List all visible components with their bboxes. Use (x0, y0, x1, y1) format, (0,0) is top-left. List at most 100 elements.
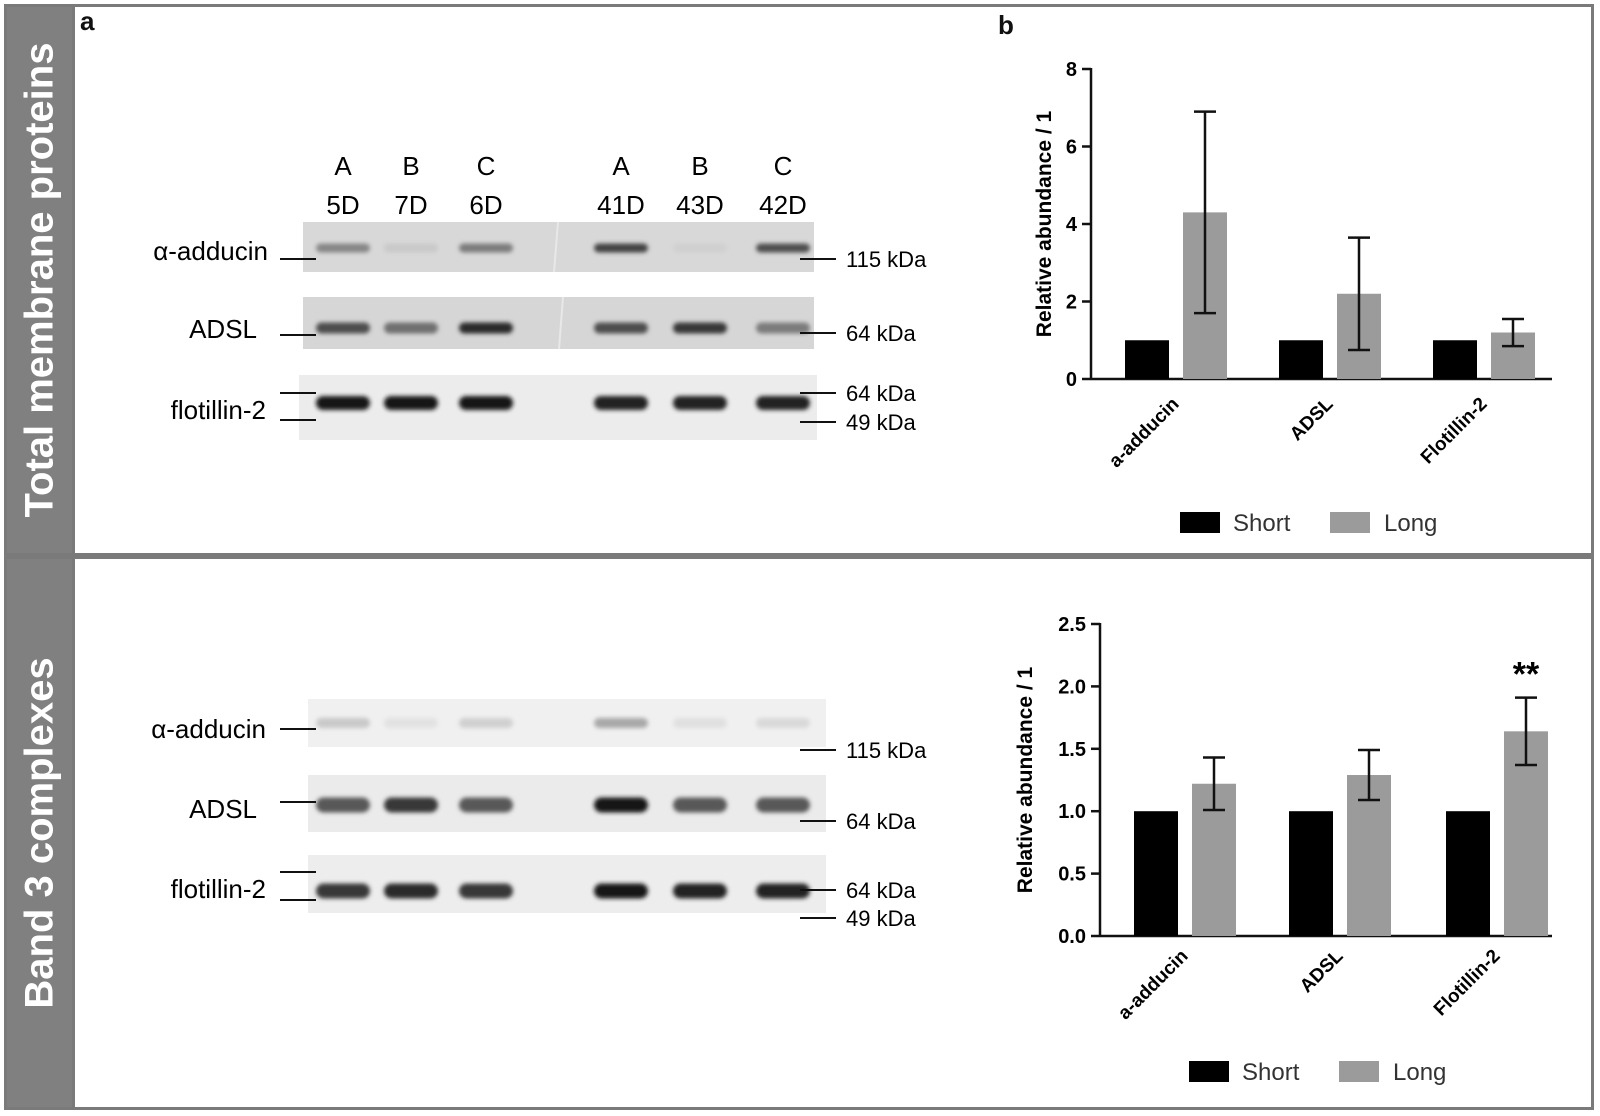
section-separator-top (72, 7, 75, 553)
lane-sample: 42D (759, 190, 807, 220)
protein-band (316, 396, 370, 410)
category-label: Flotillin-2 (1417, 394, 1492, 469)
category-label: a-adducin (1105, 394, 1183, 472)
section-separator-bottom (72, 559, 75, 1107)
lane-sample: 6D (469, 190, 502, 220)
protein-band (756, 883, 810, 899)
protein-label: ADSL (189, 794, 257, 824)
western-blots: A 5D B 7D C 6D A 41D B 43D C 42D α-adducin 115 kDa ADS… (151, 151, 927, 931)
protein-label: flotillin-2 (171, 874, 266, 904)
figure-frame (4, 4, 1594, 1110)
y-tick-label: 0.5 (1058, 864, 1086, 886)
marker-label: 64 kDa (846, 321, 916, 346)
protein-band (459, 883, 513, 899)
y-tick-label: 8 (1066, 59, 1077, 81)
bar-short (1134, 811, 1178, 936)
protein-band (756, 718, 810, 728)
blot-strip (299, 375, 817, 440)
y-tick-label: 1.0 (1058, 801, 1086, 823)
lane-letter: C (477, 151, 496, 181)
protein-band (594, 883, 648, 899)
bar-short (1446, 811, 1490, 936)
protein-band (384, 718, 438, 728)
marker-label: 49 kDa (846, 410, 916, 435)
blot-seam (553, 221, 559, 273)
y-tick-label: 0.0 (1058, 926, 1086, 948)
protein-band (673, 883, 727, 899)
protein-band (594, 718, 648, 728)
protein-band (673, 718, 727, 728)
protein-band (384, 883, 438, 899)
protein-band (316, 322, 370, 334)
y-tick-label: 4 (1066, 214, 1078, 236)
lane-sample: 7D (394, 190, 427, 220)
bar-short (1279, 340, 1323, 379)
y-tick-label: 0 (1066, 369, 1077, 391)
lane-letter: C (774, 151, 793, 181)
section-divider (7, 553, 1591, 559)
marker-label: 64 kDa (846, 878, 916, 903)
bar-long (1347, 775, 1391, 936)
protein-band (316, 883, 370, 899)
y-tick-label: 2 (1066, 292, 1077, 314)
protein-band (316, 797, 370, 813)
protein-label: α-adducin (151, 714, 266, 744)
panel-label-b: b (998, 10, 1014, 40)
lane-letter: B (691, 151, 708, 181)
protein-band (673, 797, 727, 813)
legend-label-short: Short (1242, 1059, 1300, 1086)
legend-swatch-long (1339, 1061, 1379, 1082)
protein-band (756, 396, 810, 410)
blot-strip (303, 222, 814, 272)
bar-short (1289, 811, 1333, 936)
protein-band (756, 243, 810, 253)
lane-sample: 5D (326, 190, 359, 220)
y-tick-label: 1.5 (1058, 739, 1086, 761)
protein-band (459, 797, 513, 813)
legend-swatch-long (1330, 512, 1370, 533)
category-label: Flotillin-2 (1430, 946, 1505, 1021)
y-axis-label: Relative abundance / 1 (1014, 666, 1037, 893)
protein-band (459, 243, 513, 253)
bar-charts: 0 2 4 6 8 Relative abundance / 1 a-adducin ADSL… (1014, 59, 1552, 1086)
protein-label: flotillin-2 (171, 395, 266, 425)
bar-short (1433, 340, 1477, 379)
section-bar-top: Total membrane proteins (7, 7, 72, 553)
protein-label: ADSL (189, 314, 257, 344)
bar-chart-1: 0 2 4 6 8 Relative abundance / 1 a-adducin ADSL… (1033, 59, 1552, 537)
marker-label: 49 kDa (846, 906, 916, 931)
protein-band (673, 243, 727, 253)
protein-band (459, 396, 513, 410)
protein-band (384, 322, 438, 334)
marker-label: 115 kDa (846, 247, 927, 272)
protein-band (673, 396, 727, 410)
legend-swatch-short (1180, 512, 1220, 533)
panel-label-a: a (80, 6, 95, 36)
category-label: ADSL (1296, 945, 1348, 997)
marker-label: 64 kDa (846, 381, 916, 406)
blot-strip (303, 297, 814, 349)
section-bar-bottom: Band 3 complexes (7, 559, 72, 1107)
protein-band (384, 396, 438, 410)
protein-band (459, 322, 513, 334)
lane-letter: A (612, 151, 630, 181)
protein-band (384, 243, 438, 253)
protein-label: α-adducin (153, 236, 268, 266)
legend-swatch-short (1189, 1061, 1229, 1082)
protein-band (316, 718, 370, 728)
protein-band (673, 322, 727, 334)
y-tick-label: 2.0 (1058, 676, 1086, 698)
protein-band (756, 797, 810, 813)
category-label: ADSL (1286, 393, 1338, 445)
legend-label-short: Short (1233, 510, 1291, 537)
protein-band (594, 396, 648, 410)
blot-strip (308, 855, 826, 913)
protein-band (384, 797, 438, 813)
y-axis-label: Relative abundance / 1 (1033, 110, 1056, 337)
protein-band (316, 243, 370, 253)
lane-sample: 43D (676, 190, 724, 220)
marker-label: 64 kDa (846, 809, 916, 834)
y-tick-label: 6 (1066, 137, 1077, 159)
protein-band (594, 243, 648, 253)
